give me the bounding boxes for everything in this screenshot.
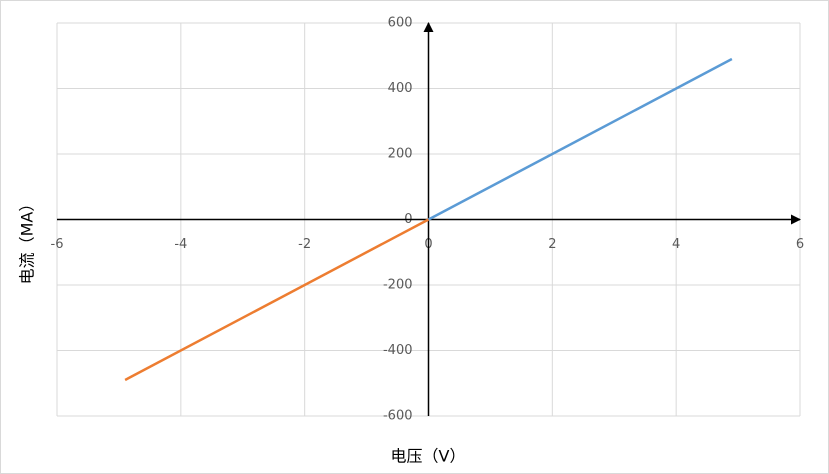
y-axis-title: 电流（MA） <box>18 196 37 285</box>
x-tick-label: -2 <box>298 237 311 252</box>
x-axis-title: 电压（V） <box>391 447 466 466</box>
y-tick-label: -200 <box>383 278 413 293</box>
y-tick-label: 600 <box>388 16 413 31</box>
x-tick-label: -6 <box>51 237 64 252</box>
y-tick-label: 400 <box>388 81 413 96</box>
series-line <box>427 57 733 221</box>
y-tick-label: -400 <box>383 343 413 358</box>
x-tick-label: -4 <box>174 237 187 252</box>
y-tick-label: 200 <box>388 147 413 162</box>
y-tick-label: -600 <box>383 409 413 424</box>
x-tick-label: 4 <box>672 237 680 252</box>
x-tick-label: 6 <box>796 237 804 252</box>
series-line <box>124 218 430 382</box>
x-tick-label: 2 <box>548 237 556 252</box>
